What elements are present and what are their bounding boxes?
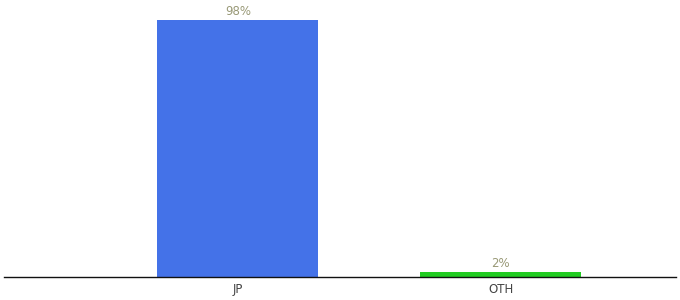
Bar bbox=[420, 272, 581, 277]
Text: 2%: 2% bbox=[492, 257, 510, 270]
Bar bbox=[158, 20, 318, 277]
Text: 98%: 98% bbox=[225, 4, 251, 17]
